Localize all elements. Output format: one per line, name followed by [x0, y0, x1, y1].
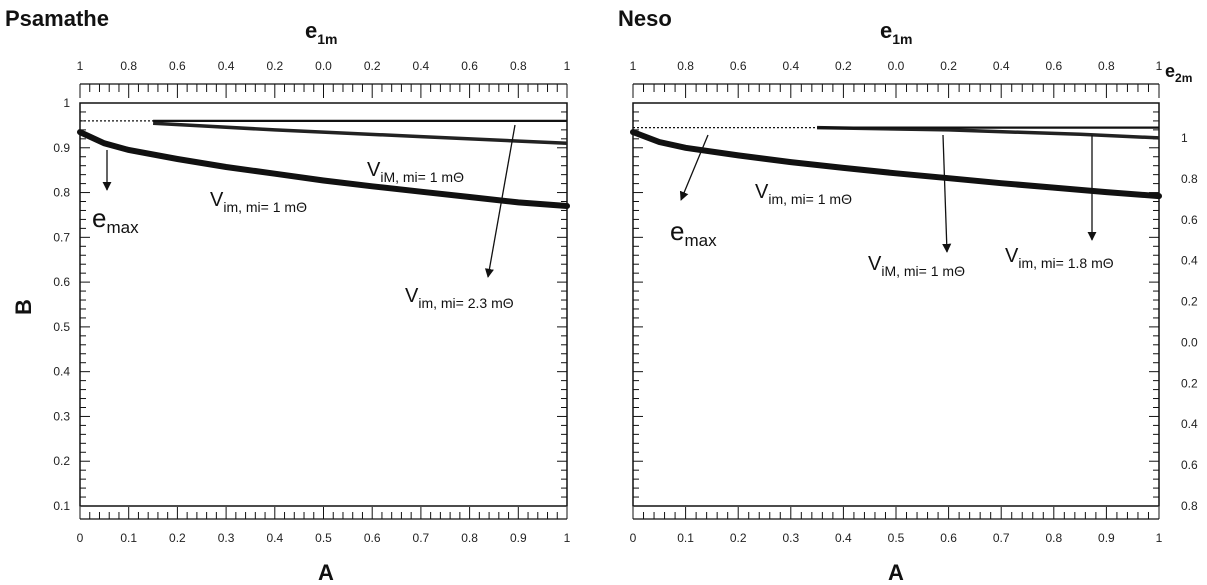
x-axis-label: A — [318, 560, 334, 585]
top-tick-label: 0.4 — [413, 59, 430, 73]
y-tick-label: 1 — [63, 96, 70, 110]
top-tick-label: 0.8 — [120, 59, 137, 73]
y-tick-label: 0.8 — [53, 186, 70, 200]
top-tick-label: 0.6 — [169, 59, 186, 73]
top-tick-label: 0.8 — [1098, 59, 1115, 73]
top-tick-label: 0.2 — [364, 59, 381, 73]
x-tick-label: 0.1 — [677, 531, 694, 545]
panel-title: Psamathe — [5, 6, 109, 31]
right-tick-label: 0.0 — [1181, 335, 1198, 349]
x-tick-label: 0.5 — [315, 531, 332, 545]
x-tick-label: 0.1 — [120, 531, 137, 545]
annotation-vim-2-3: Vim, mi= 2.3 mΘ — [405, 285, 514, 311]
top-tick-label: 1 — [564, 59, 571, 73]
right-tick-label: 0.6 — [1181, 213, 1198, 227]
viM-arrow — [942, 134, 952, 253]
right-tick-label: 0.2 — [1181, 295, 1198, 309]
x-tick-label: 0.2 — [169, 531, 186, 545]
top-tick-label: 0.6 — [1045, 59, 1062, 73]
x-tick-label: 1 — [564, 531, 571, 545]
series-line-medium — [817, 125, 1160, 140]
top-tick-label: 0.4 — [782, 59, 799, 73]
panel-neso: Neso e1m e2m 1 0.8 0.6 0.4 0.2 0.0 0.2 0.4 0.6 0.… — [618, 6, 1198, 585]
y-tick-label: 0.2 — [53, 454, 70, 468]
x-axis-label: A — [888, 560, 904, 585]
top-tick-label: 0.2 — [940, 59, 957, 73]
right-tick-label: 0.6 — [1181, 458, 1198, 472]
x-tick-label: 0.8 — [461, 531, 478, 545]
top-tick-label: 0.8 — [677, 59, 694, 73]
top-tick-label: 0.0 — [888, 59, 905, 73]
x-tick-label: 0.7 — [413, 531, 430, 545]
x-tick-label: 0 — [630, 531, 637, 545]
y-axis-label: B — [11, 299, 36, 315]
top-tick-label: 0.0 — [315, 59, 332, 73]
x-tick-label: 0.4 — [835, 531, 852, 545]
annotation-vim-1-8: Vim, mi= 1.8 mΘ — [1005, 245, 1114, 271]
x-tick-label: 0.8 — [1045, 531, 1062, 545]
annotation-viM-1: ViM, mi= 1 mΘ — [868, 253, 965, 279]
x-tick-label: 0.7 — [993, 531, 1010, 545]
plot-frame — [79, 102, 568, 507]
annotation-vim-1: Vim, mi= 1 mΘ — [210, 189, 307, 215]
x-tick-label: 0.9 — [510, 531, 527, 545]
top-tick-label: 0.6 — [730, 59, 747, 73]
x-tick-label: 0.3 — [218, 531, 235, 545]
top-tick-label: 0.6 — [461, 59, 478, 73]
x-tick-label: 0.9 — [1098, 531, 1115, 545]
top-tick-label: 0.2 — [266, 59, 283, 73]
x-tick-label: 0.6 — [364, 531, 381, 545]
x-tick-label: 0.4 — [266, 531, 283, 545]
top-tick-label: 1 — [77, 59, 84, 73]
series-line-thick — [77, 129, 570, 209]
series-line-medium — [153, 121, 568, 146]
top-axis-label: e1m — [305, 18, 337, 47]
top-tick-label: 0.8 — [510, 59, 527, 73]
y-tick-label: 0.5 — [53, 320, 70, 334]
top-tick-label: 0.2 — [835, 59, 852, 73]
plot-frame — [632, 102, 1160, 507]
panel-title: Neso — [618, 6, 672, 31]
right-tick-label: 1 — [1181, 131, 1188, 145]
x-tick-label: 0.2 — [730, 531, 747, 545]
top-tick-label: 0.4 — [218, 59, 235, 73]
top-tick-label: 0.4 — [993, 59, 1010, 73]
x-tick-label: 0.5 — [888, 531, 905, 545]
emax-arrow — [679, 134, 709, 201]
y-tick-label: 0.1 — [53, 499, 70, 513]
y-tick-label: 0.3 — [53, 409, 70, 423]
annotation-emax: emax — [92, 203, 139, 237]
top-axis-label: e1m — [880, 18, 912, 47]
x-tick-label: 1 — [1156, 531, 1163, 545]
top-tick-label: 1 — [630, 59, 637, 73]
annotation-viM-1: ViM, mi= 1 mΘ — [367, 159, 464, 185]
vim-arrow — [484, 124, 516, 278]
annotation-vim-1: Vim, mi= 1 mΘ — [755, 181, 852, 207]
y-tick-label: 0.7 — [53, 230, 70, 244]
annotation-emax: emax — [670, 216, 717, 250]
right-tick-label: 0.4 — [1181, 417, 1198, 431]
y-tick-label: 0.9 — [53, 141, 70, 155]
right-axis-label: e2m — [1165, 61, 1192, 85]
right-tick-label: 0.8 — [1181, 172, 1198, 186]
right-tick-label: 0.8 — [1181, 499, 1198, 513]
y-tick-label: 0.4 — [53, 365, 70, 379]
series-line-thick — [630, 129, 1162, 200]
top-tick-label: 1 — [1156, 59, 1163, 73]
x-tick-label: 0 — [77, 531, 84, 545]
y-tick-label: 0.6 — [53, 275, 70, 289]
right-tick-label: 0.4 — [1181, 254, 1198, 268]
x-tick-label: 0.6 — [940, 531, 957, 545]
right-tick-label: 0.2 — [1181, 376, 1198, 390]
x-tick-label: 0.3 — [782, 531, 799, 545]
panel-psamathe: Psamathe e1m 1 0.8 0.6 0.4 0.2 0.0 0.2 0.4 0.6 0.… — [5, 6, 571, 585]
